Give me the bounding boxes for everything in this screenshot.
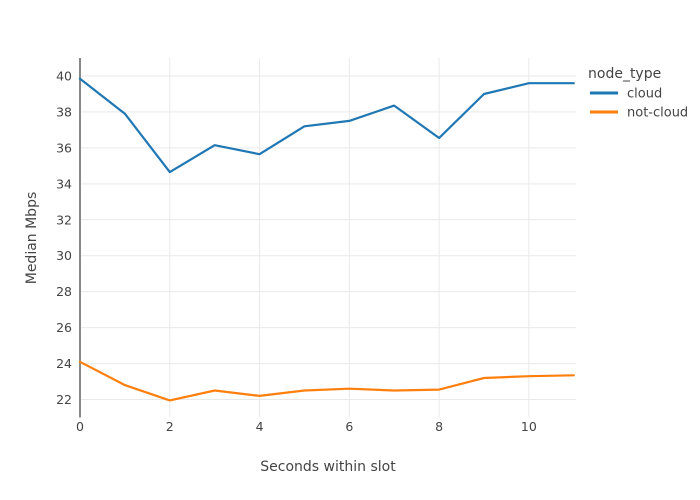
y-tick-label: 38 [56, 104, 72, 119]
legend: node_type cloud not-cloud [588, 66, 688, 121]
legend-item-not-cloud[interactable]: not-cloud [590, 106, 688, 121]
y-tick-label: 28 [56, 284, 72, 299]
legend-label: cloud [627, 87, 662, 102]
y-axis-tick-labels: 22 24 26 28 30 32 34 36 38 40 [56, 68, 72, 407]
y-axis-title: Median Mbps [24, 192, 40, 285]
gridlines [80, 58, 576, 418]
legend-item-cloud[interactable]: cloud [590, 87, 662, 102]
x-tick-label: 0 [76, 419, 84, 434]
legend-items: cloud not-cloud [590, 87, 688, 121]
y-tick-label: 40 [56, 68, 72, 83]
not-cloud-series-line [78, 360, 575, 402]
x-axis-tick-labels: 0 2 4 6 8 10 [76, 419, 537, 434]
y-tick-label: 22 [56, 392, 72, 407]
x-tick-label: 4 [256, 419, 264, 434]
legend-title: node_type [588, 66, 661, 82]
y-tick-label: 30 [56, 248, 72, 263]
x-tick-label: 6 [345, 419, 353, 434]
y-tick-label: 24 [56, 356, 72, 371]
y-tick-label: 34 [56, 176, 72, 191]
x-tick-label: 10 [521, 419, 537, 434]
y-tick-label: 32 [56, 212, 72, 227]
y-tick-label: 36 [56, 140, 72, 155]
x-tick-label: 8 [435, 419, 443, 434]
x-tick-label: 2 [166, 419, 174, 434]
cloud-series-line [78, 77, 575, 174]
legend-label: not-cloud [627, 106, 688, 121]
data-series [78, 77, 575, 402]
x-axis-title: Seconds within slot [260, 459, 396, 475]
y-tick-label: 26 [56, 320, 72, 335]
